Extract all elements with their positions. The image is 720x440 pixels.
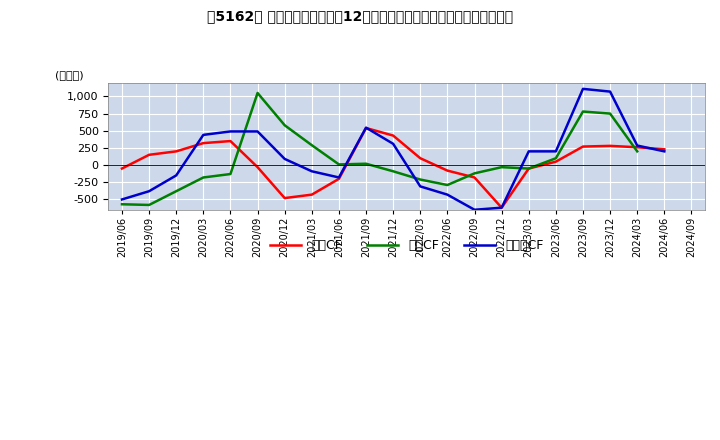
フリーCF [307,169,316,174]
投資CF [253,90,262,95]
投資CF [226,172,235,177]
Text: 【5162】 キャッシュフローの12か月移動合計の対前年同期増減額の推移: 【5162】 キャッシュフローの12か月移動合計の対前年同期増減額の推移 [207,9,513,23]
Line: 営業CF: 営業CF [122,128,665,208]
フリーCF [606,89,614,94]
営業CF [117,166,126,171]
Y-axis label: (百万円): (百万円) [55,70,84,80]
営業CF [226,139,235,144]
営業CF [172,149,181,154]
投資CF [117,202,126,207]
営業CF [470,175,479,180]
投資CF [633,149,642,154]
フリーCF [579,86,588,92]
営業CF [145,152,153,158]
投資CF [335,162,343,167]
フリーCF [335,175,343,180]
投資CF [498,165,506,170]
投資CF [361,161,370,166]
投資CF [416,177,425,182]
営業CF [552,159,560,164]
投資CF [145,202,153,208]
投資CF [552,156,560,161]
投資CF [307,143,316,148]
フリーCF [253,129,262,134]
営業CF [416,156,425,161]
営業CF [443,168,451,173]
フリーCF [470,207,479,213]
営業CF [660,147,669,152]
フリーCF [145,189,153,194]
営業CF [361,125,370,131]
営業CF [606,143,614,149]
営業CF [524,166,533,171]
Line: 投資CF: 投資CF [122,93,637,205]
営業CF [579,144,588,149]
フリーCF [361,125,370,130]
Legend: 営業CF, 投資CF, フリーCF: 営業CF, 投資CF, フリーCF [265,234,549,257]
フリーCF [524,149,533,154]
投資CF [606,111,614,116]
投資CF [443,183,451,188]
投資CF [280,123,289,128]
投資CF [199,175,207,180]
フリーCF [660,149,669,154]
Line: フリーCF: フリーCF [122,89,665,210]
フリーCF [117,197,126,202]
フリーCF [226,129,235,134]
営業CF [253,165,262,170]
フリーCF [389,141,397,147]
投資CF [172,189,181,194]
投資CF [579,109,588,114]
フリーCF [443,192,451,197]
営業CF [280,195,289,201]
営業CF [498,205,506,210]
営業CF [335,176,343,181]
フリーCF [498,205,506,210]
フリーCF [552,149,560,154]
投資CF [524,166,533,171]
営業CF [307,192,316,197]
フリーCF [633,143,642,148]
投資CF [470,171,479,176]
フリーCF [172,173,181,178]
フリーCF [416,184,425,189]
フリーCF [280,156,289,161]
営業CF [199,140,207,146]
営業CF [633,145,642,150]
投資CF [389,169,397,174]
フリーCF [199,132,207,138]
営業CF [389,133,397,138]
